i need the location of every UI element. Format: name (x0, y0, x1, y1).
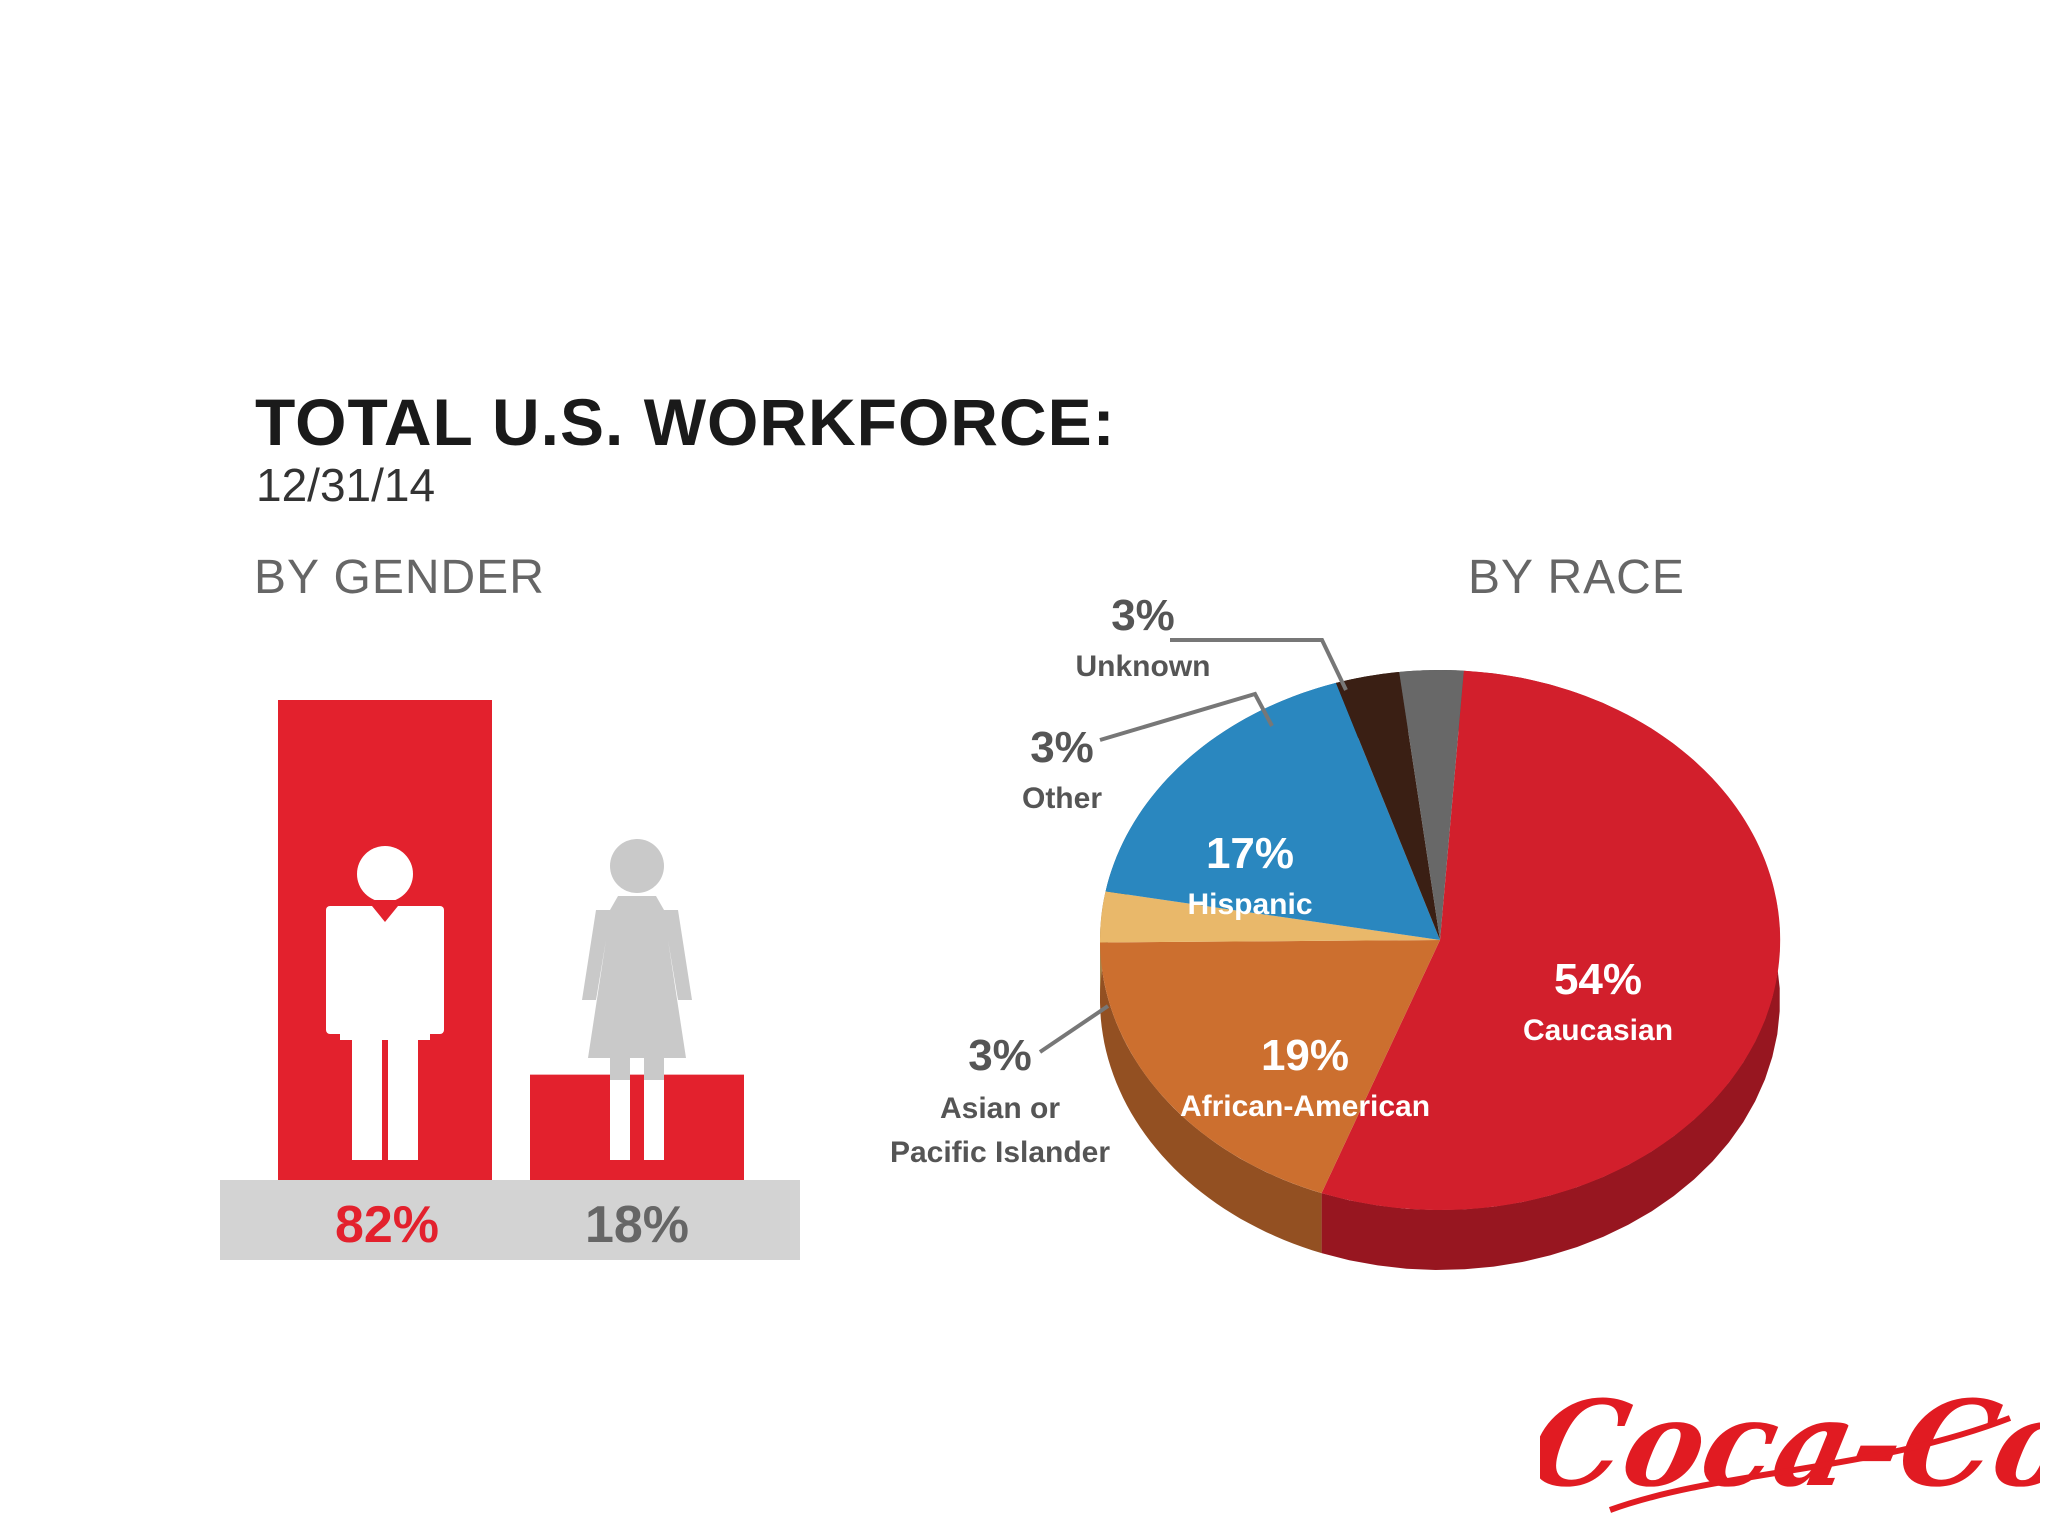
bar-label-male: 82% (335, 1196, 439, 1254)
male-icon (326, 846, 444, 1160)
pie-label-asian-name-line2: Pacific Islander (890, 1136, 1110, 1169)
pie-label-asian-pct: 3% (968, 1031, 1032, 1080)
bar-female (530, 1074, 744, 1180)
female-leg-left-overlay (610, 1080, 630, 1160)
leader-line-asian (1038, 1004, 1110, 1054)
pie-side-caucasian (1321, 670, 1780, 1270)
svg-text:Coca-Cola: Coca-Cola (1540, 1375, 2040, 1513)
pie-label-hispanic-pct: 17% (1206, 829, 1294, 878)
race-chart-heading: BY RACE (1468, 551, 1685, 604)
pie-slice-hispanic (1105, 682, 1440, 940)
pie-slice-african-american (1100, 940, 1440, 1194)
pie-label-unknown-name: Unknown (1076, 650, 1211, 683)
female-leg-right-overlay (644, 1080, 664, 1160)
pie-side-african-american (1100, 942, 1322, 1254)
pie-label-other-pct: 3% (1030, 723, 1094, 772)
pie-label-caucasian-pct: 54% (1554, 955, 1642, 1004)
pie-label-african-american-name: African-American (1180, 1090, 1430, 1123)
chart-date: 12/31/14 (256, 459, 436, 511)
pie-label-unknown-pct: 3% (1111, 591, 1175, 640)
coca-cola-logo: Coca-Cola (1540, 1375, 2040, 1513)
pie-slice-caucasian (1321, 670, 1781, 1211)
leader-line-other (1099, 691, 1274, 742)
pie-label-african-american-pct: 19% (1261, 1031, 1349, 1080)
chart-title: TOTAL U.S. WORKFORCE: (255, 385, 1116, 459)
pie-slice-asian-or-pacific-islander (1099, 891, 1440, 943)
pie-label-hispanic-name: Hispanic (1187, 888, 1312, 921)
gender-chart-heading: BY GENDER (254, 551, 545, 604)
bar-label-female: 18% (585, 1196, 689, 1254)
pie-label-other-name: Other (1022, 782, 1102, 815)
leader-line-unknown (1170, 638, 1348, 691)
pie-slice-unknown (1399, 670, 1464, 940)
pie-slice-other (1336, 672, 1440, 940)
pie-label-asian-name-line1: Asian or (940, 1092, 1060, 1125)
pie-label-caucasian-name: Caucasian (1523, 1014, 1673, 1047)
gender-baseline-band (220, 1180, 800, 1260)
